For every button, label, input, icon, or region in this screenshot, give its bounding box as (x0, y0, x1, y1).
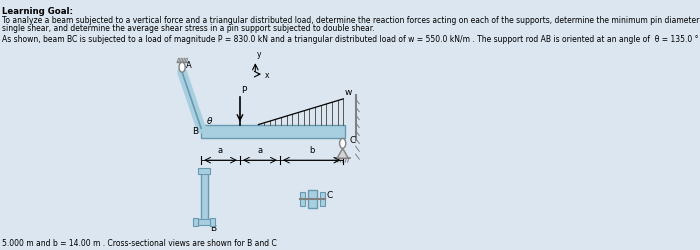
FancyBboxPatch shape (307, 190, 318, 208)
FancyBboxPatch shape (198, 168, 211, 174)
Text: b: b (309, 146, 314, 155)
Text: Learning Goal:: Learning Goal: (3, 7, 73, 16)
Polygon shape (337, 148, 348, 158)
Text: As shown, beam BC is subjected to a load of magnitude P = 830.0 kN and a triangu: As shown, beam BC is subjected to a load… (3, 34, 700, 43)
Text: P: P (241, 86, 246, 95)
Text: single shear, and determine the average shear stress in a pin support subjected : single shear, and determine the average … (3, 24, 375, 33)
FancyBboxPatch shape (198, 220, 211, 226)
Text: $\theta$: $\theta$ (206, 115, 214, 126)
Text: a: a (218, 146, 223, 155)
Text: w: w (344, 88, 352, 97)
FancyBboxPatch shape (211, 218, 216, 226)
Text: x: x (265, 71, 269, 80)
Circle shape (340, 138, 346, 148)
Text: To analyze a beam subjected to a vertical force and a triangular distributed loa: To analyze a beam subjected to a vertica… (3, 16, 700, 25)
Circle shape (179, 62, 186, 72)
Text: B: B (211, 224, 216, 233)
Text: C: C (326, 191, 332, 200)
Text: C: C (349, 136, 356, 145)
FancyBboxPatch shape (320, 192, 325, 206)
Text: A: A (186, 61, 192, 70)
Text: 5.000 m and b = 14.00 m . Cross-sectional views are shown for B and C: 5.000 m and b = 14.00 m . Cross-sectiona… (3, 239, 277, 248)
FancyBboxPatch shape (201, 124, 344, 138)
Text: y: y (256, 50, 261, 59)
Text: a: a (258, 146, 262, 155)
Text: B: B (193, 127, 199, 136)
FancyBboxPatch shape (300, 192, 305, 206)
FancyBboxPatch shape (201, 173, 208, 220)
FancyBboxPatch shape (193, 218, 198, 226)
